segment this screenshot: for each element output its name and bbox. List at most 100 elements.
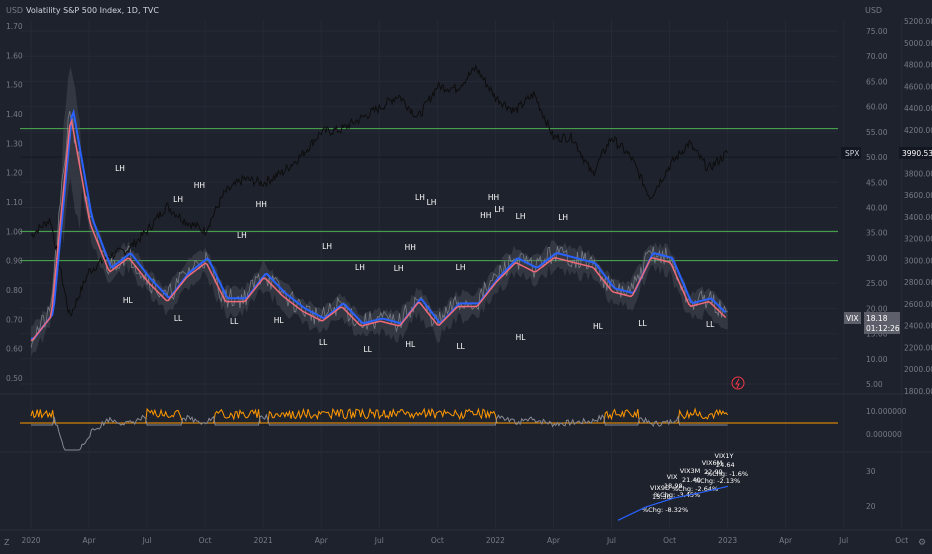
vix-tick-label: 75.00 <box>866 27 888 36</box>
vix-tick-label: 45.00 <box>866 178 888 187</box>
swing-label: LL <box>319 338 328 347</box>
term-value-label: 15.30 <box>652 493 671 501</box>
swing-label: HL <box>593 322 604 331</box>
vix-smoothed-series <box>30 108 727 342</box>
term-name-label: VIX3M <box>680 467 701 475</box>
left-tick-label: 1.70 <box>6 22 23 31</box>
swing-label: HH <box>405 243 416 252</box>
vix-tick-label: 40.00 <box>866 204 888 213</box>
lower-tick-label: 20 <box>866 502 876 511</box>
oscillator-axis[interactable]: 10.000000 0.000000 <box>866 407 907 439</box>
vix-tick-label: 70.00 <box>866 52 888 61</box>
vix-tick-label: 5.00 <box>866 380 883 389</box>
left-tick-label: 1.40 <box>6 110 23 119</box>
time-tick-label: Apr <box>83 536 97 545</box>
lower-pane-axis[interactable]: 30 20 <box>866 467 876 511</box>
swing-label: LL <box>230 317 239 326</box>
swing-label: LH <box>558 213 568 222</box>
vix-smooth-red <box>30 118 727 342</box>
spx-tick-label: 4800.00 <box>904 61 932 70</box>
right-price-axis[interactable]: 75.00 70.00 65.00 60.00 55.00 50.00 45.00 40.00… <box>866 17 932 396</box>
vix-price-tag[interactable]: VIX 18.18 01:12:26 <box>844 312 900 334</box>
time-tick-label: Apr <box>779 536 793 545</box>
left-tick-label: 0.50 <box>6 374 23 383</box>
spx-tick-label: 2800.00 <box>904 278 932 287</box>
spx-tag-box <box>841 147 861 159</box>
lower-tick-label: 30 <box>866 467 876 476</box>
left-tick-label: 1.10 <box>6 198 23 207</box>
swing-label: LL <box>364 345 373 354</box>
spx-line <box>30 64 729 317</box>
time-axis[interactable]: 2020 Apr Jul Oct 2021 Apr Jul Oct 2022 Apr Jul Oct 2… <box>21 536 908 545</box>
vix-tick-label: 60.00 <box>866 103 888 112</box>
lightning-icon[interactable] <box>731 376 745 390</box>
time-tick-label: Oct <box>199 536 212 545</box>
vix-tick-label: 10.00 <box>866 355 888 364</box>
symbol-title[interactable]: Volatility S&P 500 Index, 1D, TVC <box>26 6 159 15</box>
left-unit-label: USD <box>6 6 23 15</box>
vix-tick-label: 65.00 <box>866 77 888 86</box>
spx-tick-label: 4200.00 <box>904 126 932 135</box>
vix-tick-label: 25.00 <box>866 279 888 288</box>
timezone-icon[interactable]: Z <box>4 538 10 547</box>
term-structure-curve <box>617 485 729 521</box>
swing-label: LH <box>173 195 183 204</box>
left-tick-label: 1.20 <box>6 169 23 178</box>
spx-tick-label: 2600.00 <box>904 300 932 309</box>
vix-value: 18.18 <box>866 314 888 323</box>
swing-label: HL <box>123 296 134 305</box>
time-tick-label: Oct <box>663 536 676 545</box>
vix-tick-label: 50.00 <box>866 153 888 162</box>
left-tick-label: 1.00 <box>6 227 23 236</box>
vix-tick-label: 55.00 <box>866 128 888 137</box>
term-value-label: 21.40 <box>682 476 701 484</box>
spx-tick-label: 3000.00 <box>904 256 932 265</box>
spx-series <box>30 64 729 317</box>
time-tick-label: 2023 <box>718 536 737 545</box>
spx-price-tag[interactable]: SPX 3990.53 <box>841 147 932 159</box>
left-tick-label: 0.80 <box>6 286 23 295</box>
vix-tag-label: VIX <box>846 314 858 323</box>
settings-icon[interactable]: ⚙ <box>918 538 926 548</box>
term-change-label: %Chg: -8.32% <box>642 506 688 514</box>
spx-tick-label: 3200.00 <box>904 235 932 244</box>
oscillator-pane <box>20 407 838 451</box>
swing-label: HL <box>516 333 527 342</box>
left-price-axis[interactable]: 1.70 1.60 1.50 1.40 1.30 1.20 1.10 1.00 0.90 0.80… <box>6 22 23 383</box>
vix-tick-label: 30.00 <box>866 254 888 263</box>
left-tick-label: 0.90 <box>6 257 23 266</box>
left-tick-label: 1.50 <box>6 81 23 90</box>
time-tick-label: 2022 <box>486 536 505 545</box>
level-lines <box>20 128 838 262</box>
vix-smooth-blue <box>31 108 727 340</box>
spx-tick-label: 3400.00 <box>904 213 932 222</box>
swing-label: LL <box>456 342 465 351</box>
spx-tick-label: 2200.00 <box>904 343 932 352</box>
term-value-label: 22.99 <box>704 468 723 476</box>
time-tick-label: Jul <box>606 536 616 545</box>
swing-label: LH <box>456 263 466 272</box>
swing-label: LH <box>394 264 404 273</box>
time-tick-label: Apr <box>315 536 329 545</box>
spx-tick-label: 2000.00 <box>904 365 932 374</box>
term-name-label: VIX1Y <box>715 452 734 460</box>
swing-label: LH <box>355 263 365 272</box>
spx-value-box <box>899 147 932 159</box>
vix-tick-label: 35.00 <box>866 229 888 238</box>
oscillator-tick-label: 10.000000 <box>866 407 907 416</box>
vix-value-box <box>864 312 900 334</box>
left-tick-label: 0.70 <box>6 315 23 324</box>
term-value-label: 24.64 <box>716 461 735 469</box>
swing-label: LL <box>174 314 183 323</box>
spx-tick-label: 5000.00 <box>904 39 932 48</box>
spx-tick-label: 4400.00 <box>904 104 932 113</box>
spx-tick-label: 2400.00 <box>904 322 932 331</box>
spx-value: 3990.53 <box>902 149 932 158</box>
swing-label: LH <box>427 198 437 207</box>
swing-label: LH <box>237 231 247 240</box>
swing-label: LL <box>706 320 715 329</box>
left-tick-label: 1.60 <box>6 51 23 60</box>
vix-raw-line <box>30 110 728 348</box>
